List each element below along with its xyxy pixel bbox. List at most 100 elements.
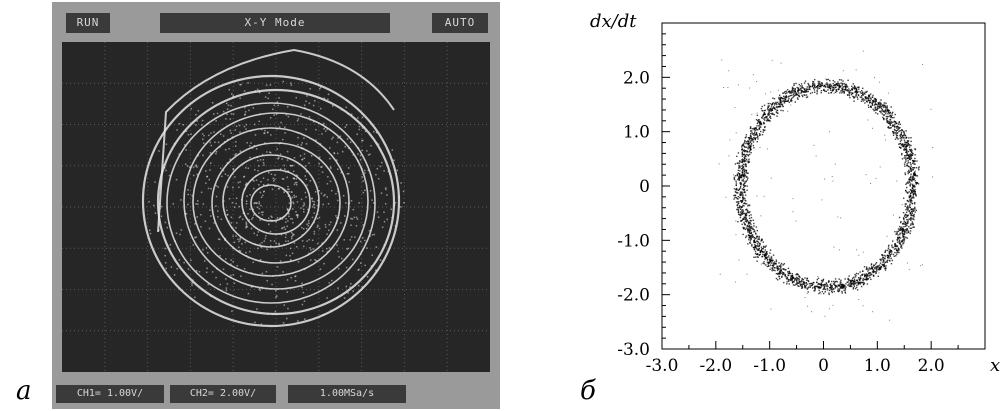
phase-point bbox=[785, 277, 788, 280]
trace-speck bbox=[213, 222, 215, 224]
phase-point bbox=[913, 197, 915, 199]
phase-point bbox=[897, 228, 900, 230]
phase-point bbox=[820, 293, 822, 295]
trace-speck bbox=[391, 149, 394, 151]
phase-point bbox=[903, 237, 905, 240]
trace-speck bbox=[240, 83, 242, 86]
phase-point bbox=[880, 99, 882, 101]
trace-speck bbox=[324, 126, 327, 129]
phase-point bbox=[739, 160, 741, 162]
trace-speck bbox=[257, 159, 259, 162]
trace-speck bbox=[318, 190, 320, 192]
phase-point bbox=[756, 235, 758, 237]
phase-point bbox=[864, 278, 866, 281]
phase-point bbox=[851, 88, 854, 91]
phase-point bbox=[824, 90, 826, 92]
trace-speck bbox=[266, 151, 268, 153]
phase-point bbox=[817, 276, 819, 278]
phase-point bbox=[745, 155, 747, 158]
trace-speck bbox=[281, 227, 284, 229]
phase-point bbox=[843, 82, 845, 85]
phase-point bbox=[838, 278, 840, 280]
phase-point bbox=[894, 244, 896, 246]
trace-speck bbox=[303, 268, 306, 271]
phase-point bbox=[862, 270, 864, 272]
phase-point bbox=[826, 82, 828, 84]
phase-point bbox=[741, 152, 744, 155]
trace-speck bbox=[234, 154, 236, 156]
phase-point bbox=[754, 256, 757, 258]
phase-point bbox=[787, 267, 790, 270]
trace-speck bbox=[278, 243, 280, 246]
phase-point bbox=[740, 161, 742, 163]
phase-point bbox=[859, 279, 861, 282]
phase-point bbox=[866, 90, 868, 93]
trace-speck bbox=[225, 289, 228, 292]
phase-point bbox=[903, 132, 906, 134]
phase-point bbox=[743, 202, 745, 205]
trace-speck bbox=[361, 149, 364, 152]
phase-point bbox=[771, 59, 773, 61]
trace-speck bbox=[210, 153, 213, 155]
trace-speck bbox=[297, 118, 300, 120]
phase-point bbox=[869, 274, 871, 276]
phase-point bbox=[736, 192, 738, 194]
phase-point bbox=[888, 115, 890, 118]
phase-point bbox=[796, 89, 799, 92]
phase-point bbox=[865, 274, 868, 277]
trace-speck bbox=[275, 233, 277, 236]
trace-speck bbox=[202, 142, 205, 145]
phase-point bbox=[904, 189, 907, 192]
phase-point bbox=[912, 178, 915, 181]
trace-speck bbox=[257, 231, 260, 233]
phase-point bbox=[908, 137, 910, 139]
phase-point bbox=[756, 249, 759, 251]
phase-point bbox=[750, 135, 752, 138]
phase-point bbox=[856, 281, 859, 283]
trace-speck bbox=[164, 262, 167, 264]
trace-speck bbox=[283, 164, 285, 167]
phase-point bbox=[741, 212, 743, 214]
trace-speck bbox=[258, 184, 260, 186]
phase-point bbox=[840, 90, 842, 92]
phase-point bbox=[758, 235, 760, 238]
phase-point bbox=[807, 88, 809, 91]
trace-speck bbox=[302, 245, 305, 248]
phase-point bbox=[913, 207, 915, 210]
trace-speck bbox=[398, 196, 401, 199]
phase-point bbox=[838, 289, 841, 292]
phase-point bbox=[902, 143, 904, 146]
phase-point bbox=[752, 144, 755, 147]
phase-point bbox=[752, 133, 754, 135]
phase-point bbox=[892, 111, 894, 114]
trace-speck bbox=[319, 87, 321, 90]
trace-speck bbox=[224, 238, 226, 240]
trace-speck bbox=[316, 242, 319, 245]
trace-speck bbox=[261, 153, 264, 156]
phase-point bbox=[868, 267, 870, 270]
phase-point bbox=[791, 278, 794, 281]
phase-point bbox=[760, 246, 763, 248]
phase-point bbox=[840, 79, 843, 81]
phase-point bbox=[824, 178, 826, 180]
trace-speck bbox=[306, 184, 308, 186]
phase-point bbox=[811, 282, 813, 285]
phase-point bbox=[744, 219, 747, 221]
phase-point bbox=[799, 85, 802, 87]
phase-point bbox=[796, 283, 798, 286]
phase-point bbox=[837, 88, 839, 90]
trace-speck bbox=[209, 169, 211, 171]
phase-point bbox=[889, 253, 891, 256]
phase-point bbox=[899, 232, 901, 235]
phase-point bbox=[901, 135, 904, 137]
phase-point bbox=[841, 84, 843, 87]
phase-point bbox=[743, 168, 745, 170]
phase-point bbox=[907, 171, 909, 173]
trace-speck bbox=[270, 245, 272, 247]
phase-point bbox=[864, 97, 867, 99]
phase-point bbox=[836, 84, 839, 86]
trace-speck bbox=[281, 178, 284, 180]
phase-point bbox=[860, 92, 862, 94]
phase-point bbox=[735, 182, 738, 184]
phase-point bbox=[744, 199, 746, 201]
